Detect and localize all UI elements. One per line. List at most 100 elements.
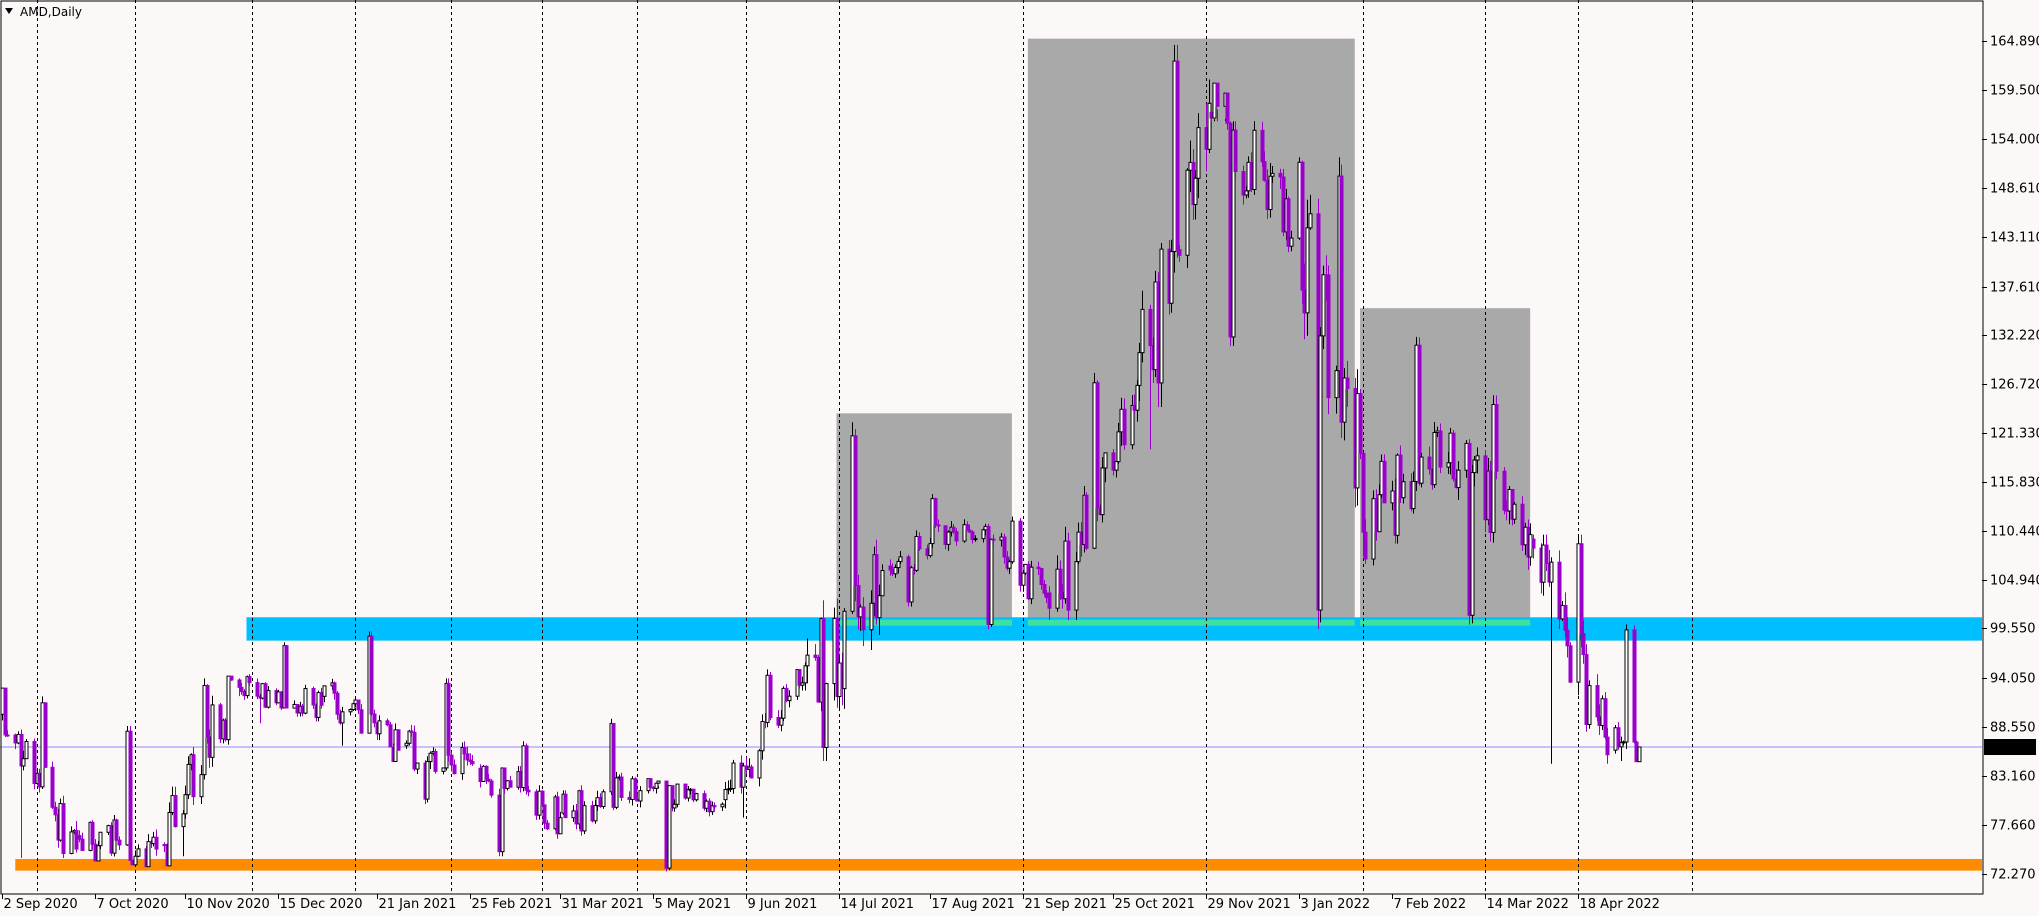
candle-body — [186, 763, 191, 796]
candle — [619, 772, 624, 801]
period-separators — [37, 0, 1693, 894]
candle-body — [191, 754, 196, 798]
candle-body — [1007, 561, 1012, 569]
candle — [377, 715, 382, 741]
candle-body — [654, 782, 659, 789]
candle-body — [1300, 161, 1305, 291]
candle — [433, 748, 438, 774]
candle — [1018, 518, 1023, 592]
candle-body — [1432, 432, 1437, 486]
candle-body — [896, 560, 901, 569]
candle — [452, 759, 457, 775]
candle — [348, 708, 353, 716]
current-price-tag — [1984, 739, 2036, 756]
candle — [43, 702, 48, 768]
candle — [136, 844, 141, 858]
candle-body — [1196, 127, 1201, 179]
candle-body — [3, 687, 8, 736]
candle-body — [1398, 454, 1403, 499]
candle-body — [1595, 685, 1600, 718]
candle-body — [989, 538, 994, 625]
shaded-box-3 — [1360, 308, 1531, 623]
chart-title: AMD,Daily — [20, 5, 82, 19]
candle-body — [319, 692, 324, 706]
candle — [1286, 196, 1291, 253]
candle — [1116, 422, 1121, 464]
candle-body — [1512, 503, 1517, 520]
candle — [1438, 423, 1443, 474]
candle — [1605, 727, 1610, 764]
candle — [540, 790, 545, 807]
candle — [633, 777, 638, 801]
candle-body — [377, 720, 382, 735]
candle — [255, 678, 260, 700]
y-tick-label: 104.940 — [1990, 574, 2039, 589]
candle — [1074, 552, 1079, 620]
candle-body — [1002, 536, 1007, 558]
candles-layer — [0, 44, 1642, 872]
candle-body — [1549, 561, 1554, 583]
candle-body — [1244, 190, 1249, 196]
candle — [787, 690, 792, 708]
chart-title-group[interactable]: AMD,Daily — [5, 5, 82, 19]
x-tick-label: 7 Oct 2020 — [97, 897, 169, 912]
candle-body — [757, 750, 762, 779]
candle — [1193, 170, 1198, 220]
shaded-box-2 — [1027, 38, 1355, 623]
candle-body — [1185, 169, 1190, 256]
candle-body — [205, 684, 210, 738]
candle — [1342, 368, 1347, 441]
candle — [760, 714, 765, 760]
candle-body — [1318, 335, 1323, 611]
candle-body — [133, 855, 138, 866]
candle — [582, 801, 587, 835]
candle — [1339, 164, 1344, 439]
candle-body — [1148, 308, 1153, 347]
candle — [319, 687, 324, 709]
candle — [1432, 421, 1437, 488]
candle — [1095, 380, 1100, 522]
candle-body — [372, 713, 377, 724]
candle — [1544, 534, 1549, 572]
candle — [1549, 557, 1554, 764]
bottom-zone — [15, 858, 1983, 871]
candle — [1472, 456, 1477, 487]
candle-body — [973, 538, 978, 541]
candle-body — [874, 554, 879, 619]
candle-body — [1262, 161, 1267, 181]
candle — [694, 792, 699, 802]
candle-body — [1130, 404, 1135, 446]
candle — [1334, 365, 1339, 414]
candle-body — [558, 817, 563, 835]
candle-body — [446, 682, 451, 756]
candle — [53, 801, 58, 822]
candle-body — [741, 765, 746, 788]
candle — [712, 802, 717, 811]
candle — [1568, 642, 1573, 683]
candle-body — [1010, 520, 1015, 563]
candle-body — [1175, 60, 1180, 251]
triangle-down-icon[interactable] — [5, 8, 13, 14]
candle — [749, 764, 754, 779]
candle — [205, 684, 210, 744]
candle — [558, 811, 563, 835]
candle-body — [1531, 538, 1536, 549]
candle — [114, 818, 119, 841]
candle — [502, 767, 507, 794]
candle-body — [1225, 92, 1230, 124]
candle-body — [1076, 531, 1081, 563]
candle — [173, 786, 178, 828]
candle — [146, 834, 151, 868]
candle — [128, 725, 133, 862]
candle — [396, 729, 401, 751]
candle-body — [1042, 584, 1047, 594]
candle — [1225, 92, 1230, 130]
x-tick-label: 7 Feb 2022 — [1394, 897, 1467, 912]
candle-body — [1021, 572, 1026, 586]
y-tick-label: 110.440 — [1990, 525, 2039, 540]
candle — [880, 564, 885, 597]
candle — [563, 790, 568, 819]
candle-body — [524, 745, 529, 791]
candle — [524, 743, 529, 795]
